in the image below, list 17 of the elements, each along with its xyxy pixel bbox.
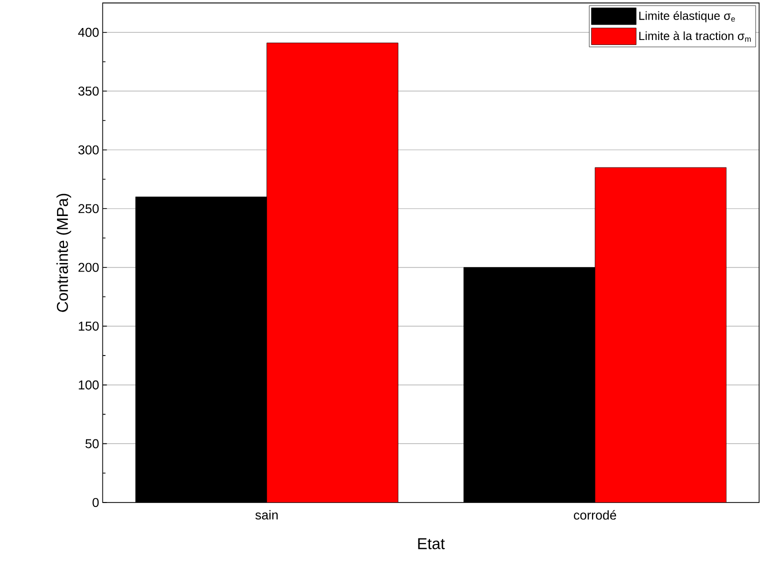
x-axis-title: Etat bbox=[418, 538, 445, 550]
x-tick-label: sain bbox=[255, 510, 278, 520]
y-tick-label: 0 bbox=[92, 498, 99, 508]
bar bbox=[594, 167, 727, 503]
y-tick-label: 200 bbox=[78, 263, 99, 272]
bar bbox=[266, 42, 398, 503]
legend-label: Limite à la traction σ$_{m}$ bbox=[639, 31, 751, 42]
y-tick-label: 350 bbox=[78, 86, 99, 96]
y-tick-label: 300 bbox=[78, 146, 99, 155]
y-tick-label: 100 bbox=[78, 380, 99, 390]
y-tick-label: 250 bbox=[78, 204, 99, 214]
y-tick-label: 150 bbox=[78, 322, 99, 331]
y-axis-title: Contrainte (MPa) bbox=[56, 194, 72, 312]
y-tick-label: 50 bbox=[85, 439, 99, 448]
x-tick-label: corrodé bbox=[574, 510, 616, 520]
legend-label: Limite élastique σ$_{e}$ bbox=[639, 11, 735, 22]
y-tick-label: 400 bbox=[78, 28, 99, 38]
